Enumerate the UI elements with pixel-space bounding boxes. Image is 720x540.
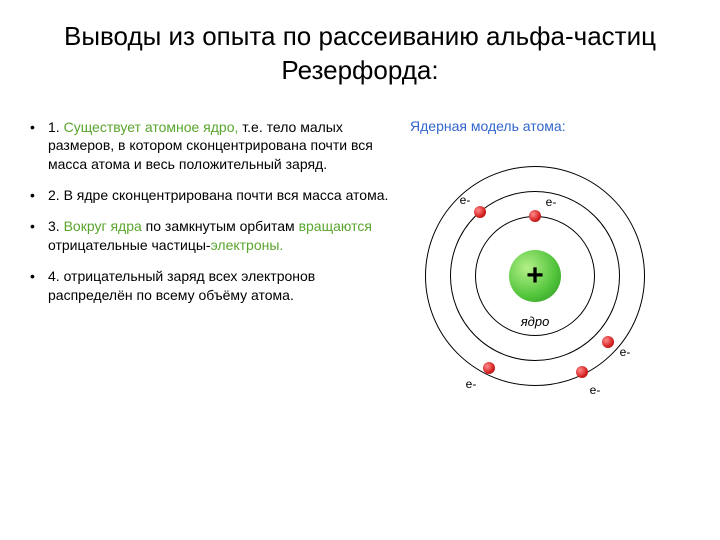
bullet-body: 2. В ядре сконцентрирована почти вся мас… (48, 186, 390, 205)
list-item: •4. отрицательный заряд всех электронов … (30, 267, 390, 305)
conclusions-list: •1. Существует атомное ядро, т.е. тело м… (30, 118, 390, 406)
item-number: 3. (48, 218, 60, 234)
item-text: вращаются (299, 218, 372, 234)
item-text: отрицательный заряд всех электронов расп… (48, 268, 315, 303)
bullet-body: 4. отрицательный заряд всех электронов р… (48, 267, 390, 305)
bullet-body: 1. Существует атомное ядро, т.е. тело ма… (48, 118, 390, 175)
list-item: •3. Вокруг ядра по замкнутым орбитам вра… (30, 217, 390, 255)
model-title: Ядерная модель атома: (410, 118, 690, 134)
list-item: •1. Существует атомное ядро, т.е. тело м… (30, 118, 390, 175)
electron-label: e- (466, 377, 477, 391)
item-number: 1. (48, 119, 60, 135)
item-text: отрицательные частицы- (48, 237, 211, 253)
item-text: электроны. (211, 237, 284, 253)
nucleus: + (509, 250, 561, 302)
electron-label: e- (620, 345, 631, 359)
bullet-mark: • (30, 118, 48, 175)
item-number: 4. (48, 268, 60, 284)
bullet-mark: • (30, 267, 48, 305)
item-text: Существует атомное ядро, (60, 119, 243, 135)
item-text: Вокруг ядра (60, 218, 146, 234)
diagram-column: Ядерная модель атома: + ядро e-e-e-e-e- (400, 118, 690, 406)
page-title: Выводы из опыта по рассеиванию альфа-час… (30, 20, 690, 88)
bullet-mark: • (30, 217, 48, 255)
electron (529, 210, 541, 222)
content-row: •1. Существует атомное ядро, т.е. тело м… (30, 118, 690, 406)
electron-label: e- (460, 193, 471, 207)
atom-diagram: + ядро e-e-e-e-e- (405, 146, 665, 406)
electron-label: e- (546, 195, 557, 209)
item-number: 2. (48, 187, 60, 203)
bullet-body: 3. Вокруг ядра по замкнутым орбитам вращ… (48, 217, 390, 255)
electron (602, 336, 614, 348)
item-text: В ядре сконцентрирована почти вся масса … (60, 187, 389, 203)
electron (576, 366, 588, 378)
bullet-mark: • (30, 186, 48, 205)
list-item: •2. В ядре сконцентрирована почти вся ма… (30, 186, 390, 205)
item-text: по замкнутым орбитам (146, 218, 299, 234)
electron-label: e- (590, 383, 601, 397)
electron (474, 206, 486, 218)
nucleus-label: ядро (521, 314, 550, 329)
electron (483, 362, 495, 374)
